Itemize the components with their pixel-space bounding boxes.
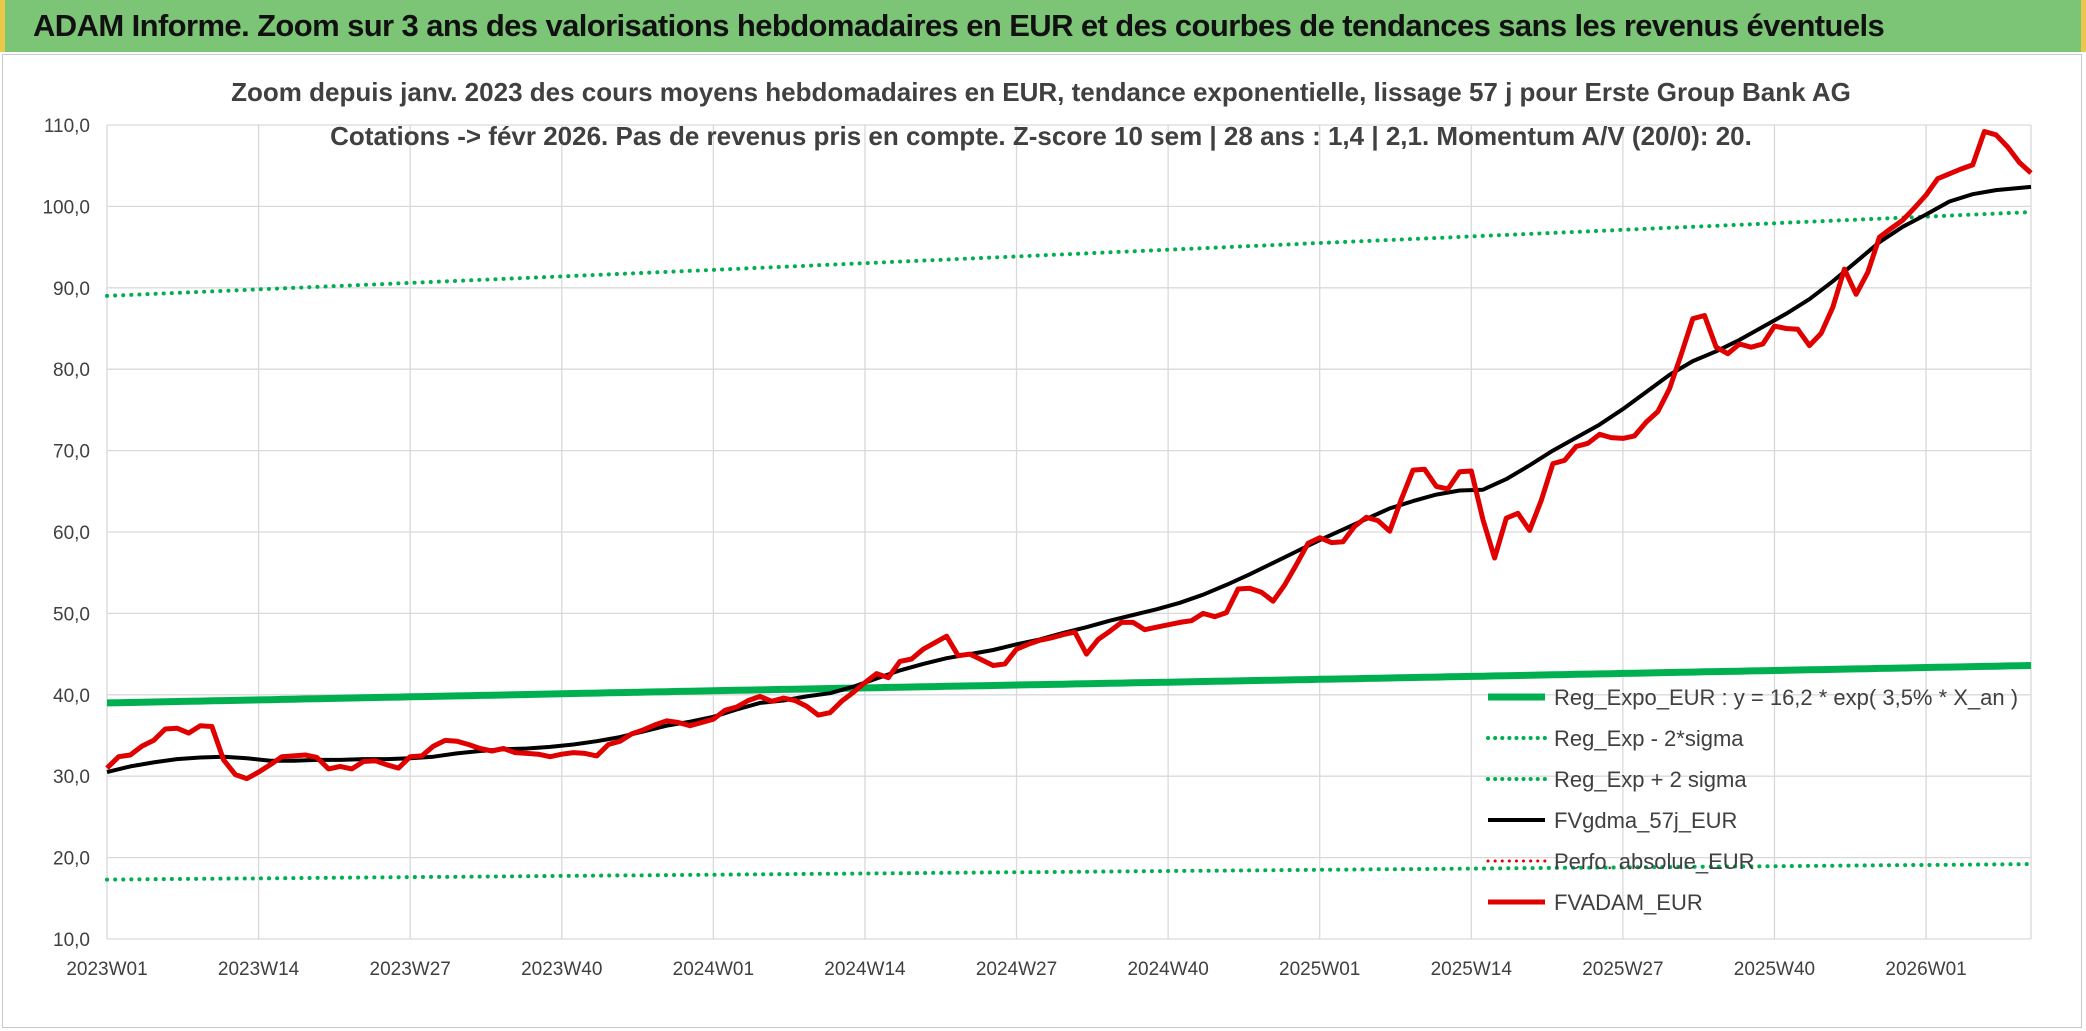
series-reg-expo-line [106,662,2032,707]
chart-title-line-1: Zoom depuis janv. 2023 des cours moyens … [231,77,1851,107]
x-tick-label: 2024W01 [673,959,754,980]
y-tick-label: 20,0 [53,849,90,870]
x-tick-label: 2024W40 [1127,959,1208,980]
legend-reg-plus-2sigma-label: Reg_Exp + 2 sigma [1554,767,1747,792]
y-tick-label: 70,0 [53,442,90,463]
y-tick-label: 110,0 [44,116,90,137]
x-tick-label: 2025W14 [1431,959,1513,980]
x-axis-ticks: 2023W01 2023W14 2023W27 2023W40 2024W01 2024W… [66,959,1966,980]
legend-fvgdma-label: FVgdma_57j_EUR [1554,808,1737,833]
x-tick-label: 2025W40 [1734,959,1815,980]
y-tick-label: 10,0 [53,930,90,951]
legend-reg-expo-label: Reg_Expo_EUR : y = 16,2 * exp( 3,5% * X_… [1554,685,2018,710]
chart-title: Zoom depuis janv. 2023 des cours moyens … [231,77,1851,151]
report-banner: ADAM Informe. Zoom sur 3 ans des valoris… [0,0,2086,52]
x-tick-label: 2024W27 [976,959,1057,980]
x-tick-label: 2023W27 [370,959,451,980]
y-tick-label: 100,0 [42,197,90,218]
grid [106,124,2032,940]
legend-fvadam-label: FVADAM_EUR [1554,890,1703,915]
y-tick-label: 90,0 [53,279,90,300]
x-tick-label: 2023W14 [218,959,300,980]
x-tick-label: 2024W14 [824,959,906,980]
y-tick-label: 50,0 [53,604,90,625]
legend: Reg_Expo_EUR : y = 16,2 * exp( 3,5% * X_… [1486,685,2018,915]
series-fvadam-line [105,129,2033,782]
y-tick-label: 40,0 [53,686,90,707]
legend-reg-minus-2sigma-label: Reg_Exp - 2*sigma [1554,726,1744,751]
x-tick-label: 2023W01 [66,959,147,980]
line-chart: 10,0 20,0 30,0 40,0 50,0 60,0 70,0 80,0 90,0 100,… [42,77,2033,980]
series-reg-minus-2sigma-line [105,862,2033,882]
chart-title-line-2: Cotations -> févr 2026. Pas de revenus p… [330,121,1752,151]
x-tick-label: 2023W40 [521,959,602,980]
y-tick-label: 60,0 [53,523,90,544]
series-reg-plus-2sigma-line [105,210,2033,298]
y-tick-label: 30,0 [53,767,90,788]
x-tick-label: 2025W27 [1582,959,1663,980]
legend-perfo-absolue-label: Perfo. absolue_EUR [1554,849,1755,874]
chart-frame: 10,0 20,0 30,0 40,0 50,0 60,0 70,0 80,0 90,0 100,… [2,54,2082,1028]
y-tick-label: 80,0 [53,360,90,381]
series-lines [105,129,2033,882]
y-axis-ticks: 10,0 20,0 30,0 40,0 50,0 60,0 70,0 80,0 90,0 100,… [42,116,90,951]
x-tick-label: 2026W01 [1885,959,1966,980]
x-tick-label: 2025W01 [1279,959,1360,980]
report-title: ADAM Informe. Zoom sur 3 ans des valoris… [33,8,1885,43]
